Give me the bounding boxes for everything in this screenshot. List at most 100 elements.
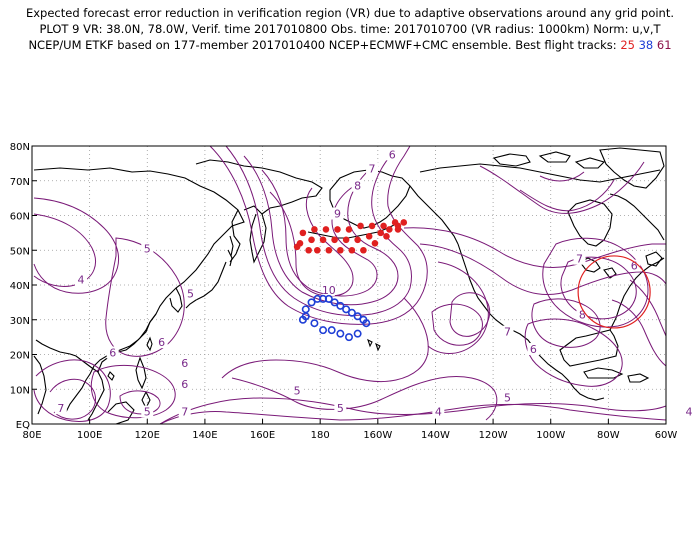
track-25-point	[354, 236, 361, 244]
contour-label-bg	[501, 391, 514, 404]
contour-label-bg	[141, 242, 154, 255]
contour-line	[629, 279, 667, 337]
coast-okhotsk	[229, 209, 241, 263]
contour-label: 6	[181, 378, 188, 391]
contour-label: 5	[294, 385, 301, 398]
track-38-point	[353, 329, 362, 338]
contour-line	[449, 292, 491, 337]
contour-line	[524, 318, 623, 387]
flight-tracks	[293, 219, 408, 342]
lat-tick-label: 10N	[10, 385, 30, 396]
contour-label: 5	[144, 406, 151, 419]
contour-line	[159, 397, 667, 425]
contour-label-bg	[54, 402, 67, 415]
track-25-point	[386, 226, 393, 233]
track-25-point	[348, 246, 356, 254]
track-38-point	[342, 305, 351, 314]
contour-label-bg	[106, 346, 119, 359]
track-25-point	[314, 246, 321, 254]
contour-label: 5	[337, 402, 344, 415]
contour-line	[159, 403, 667, 425]
contour-label-bg	[501, 325, 514, 338]
contour-line	[431, 303, 483, 346]
contour-label: 4	[77, 274, 84, 287]
lat-tick-label: 20N	[10, 351, 30, 362]
coast-china-south	[65, 313, 157, 413]
track-38-point	[301, 312, 310, 321]
coast-japan	[185, 249, 233, 309]
contour-label-bg	[366, 162, 379, 175]
contour-label-bg	[178, 377, 191, 390]
track-38-point	[336, 301, 345, 310]
lon-tick-label: 180	[311, 430, 330, 441]
track-25-point	[383, 233, 390, 240]
track-25-point	[360, 246, 367, 254]
track-25-point	[322, 226, 330, 233]
lat-tick-label: 40N	[10, 281, 30, 292]
contour-label-bg	[432, 405, 445, 418]
track-25-point	[325, 246, 333, 254]
contour-line	[33, 359, 111, 422]
contour-label: 6	[181, 357, 188, 370]
lon-tick-label: 140W	[421, 430, 450, 441]
track-38-point	[353, 312, 362, 321]
track-25-point	[368, 222, 376, 230]
track-25-label: 25	[620, 38, 635, 52]
track-25-point	[319, 236, 327, 244]
verification-region-circle	[577, 255, 651, 329]
contour-label: 5	[187, 287, 194, 300]
track-38-label: 38	[638, 38, 654, 52]
contour-label-bg	[527, 343, 540, 356]
contour-label: 8	[579, 308, 586, 321]
contour-label-bg	[628, 259, 641, 272]
contour-line	[403, 227, 666, 268]
contour-line	[105, 237, 185, 357]
title-line-3: NCEP/UM ETKF based on 177-member 2017010…	[0, 38, 700, 52]
title-line-1: Expected forecast error reduction in ver…	[25, 6, 675, 20]
contour-lines	[33, 145, 667, 425]
track-25-point	[391, 219, 399, 226]
track-25-point	[299, 229, 307, 237]
track-61-label: 61	[656, 38, 672, 52]
contour-label-bg	[331, 207, 344, 220]
track-38-point	[362, 319, 371, 328]
lon-tick-label: 140E	[192, 430, 217, 441]
contour-line	[90, 364, 176, 419]
contour-label: 7	[576, 253, 583, 266]
coast-central-america	[533, 347, 605, 401]
coast-alaska-panhandle	[409, 185, 459, 245]
contour-line	[539, 171, 585, 182]
contour-label: 6	[389, 148, 396, 161]
track-25-point	[371, 240, 379, 247]
track-25-point	[377, 229, 385, 237]
contour-label-bg	[155, 336, 168, 349]
track-25-point	[357, 222, 364, 230]
contour-label: 5	[144, 242, 151, 255]
contour-label: 6	[530, 343, 537, 356]
contour-line	[225, 145, 412, 316]
track-25-point	[311, 226, 318, 233]
contour-line	[209, 145, 428, 325]
contour-line	[419, 243, 667, 295]
track-38-point	[319, 326, 328, 335]
contour-label: 6	[158, 336, 165, 349]
contour-label-bg	[291, 384, 304, 397]
contour-label-bg	[573, 252, 586, 265]
coast-sakhalin	[229, 235, 234, 257]
lat-tick-label: EQ	[16, 420, 30, 431]
contour-label-bg	[683, 405, 696, 418]
contour-label: 7	[57, 402, 64, 415]
track-25-point	[334, 226, 341, 233]
contour-line	[479, 161, 645, 214]
contour-line	[243, 155, 399, 306]
coast-arctic-islands	[492, 151, 606, 169]
track-25-point	[331, 236, 338, 244]
contour-line	[542, 237, 649, 328]
contour-label: 4	[435, 406, 442, 419]
track-38-point	[327, 326, 336, 335]
coast-arctic-canada	[419, 163, 661, 183]
coast-hispaniola	[627, 373, 650, 383]
contour-label-bg	[386, 148, 399, 161]
contour-label: 7	[181, 406, 188, 419]
